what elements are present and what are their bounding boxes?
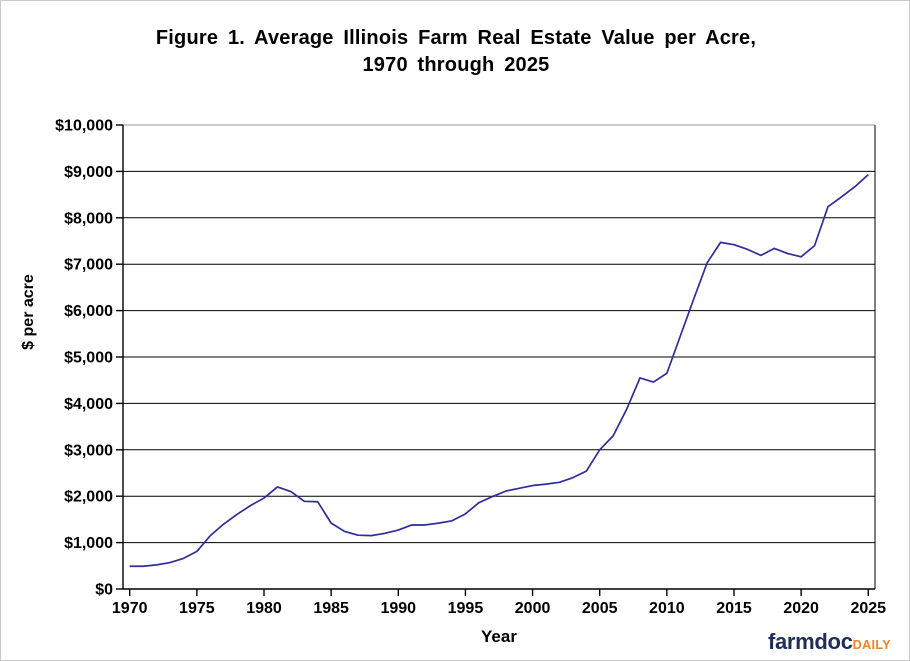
series-line (129, 174, 869, 568)
x-tick-label: 1975 (179, 600, 215, 617)
y-tick-label: $1,000 (64, 535, 113, 552)
x-tick-label: 1990 (380, 600, 416, 617)
x-tick-label: 2015 (716, 600, 752, 617)
chart-title-line1: Figure 1. Average Illinois Farm Real Est… (155, 27, 757, 49)
chart-title-line2: 1970 through 2025 (362, 54, 550, 76)
y-tick-label: $3,000 (64, 442, 113, 459)
y-tick-label: $6,000 (64, 303, 113, 320)
x-tick-label: 1995 (448, 600, 484, 617)
y-tick-label: $7,000 (64, 257, 113, 274)
y-tick-label: $0 (95, 582, 113, 599)
logo-farmdoc: farmdoc (767, 629, 853, 654)
x-tick-label: 1980 (246, 600, 282, 617)
x-tick-label: 2000 (515, 600, 551, 617)
logo-daily: DAILY (852, 638, 891, 652)
y-tick-label: $10,000 (55, 118, 113, 135)
x-axis-title: Year (481, 627, 517, 646)
chart-title: Figure 1. Average Illinois Farm Real Est… (1, 25, 909, 79)
x-tick-label: 2005 (582, 600, 618, 617)
y-tick-label: $9,000 (64, 164, 113, 181)
y-tick-label: $2,000 (64, 489, 113, 506)
y-tick-label: $5,000 (64, 350, 113, 367)
x-tick-label: 2020 (783, 600, 819, 617)
y-tick-label: $4,000 (64, 396, 113, 413)
x-tick-label: 1985 (313, 600, 349, 617)
x-tick-label: 2010 (649, 600, 685, 617)
x-tick-label: 2025 (850, 600, 886, 617)
y-tick-label: $8,000 (64, 210, 113, 227)
farmdoc-daily-logo: farmdocDAILY (768, 629, 891, 655)
x-tick-label: 1970 (112, 600, 148, 617)
